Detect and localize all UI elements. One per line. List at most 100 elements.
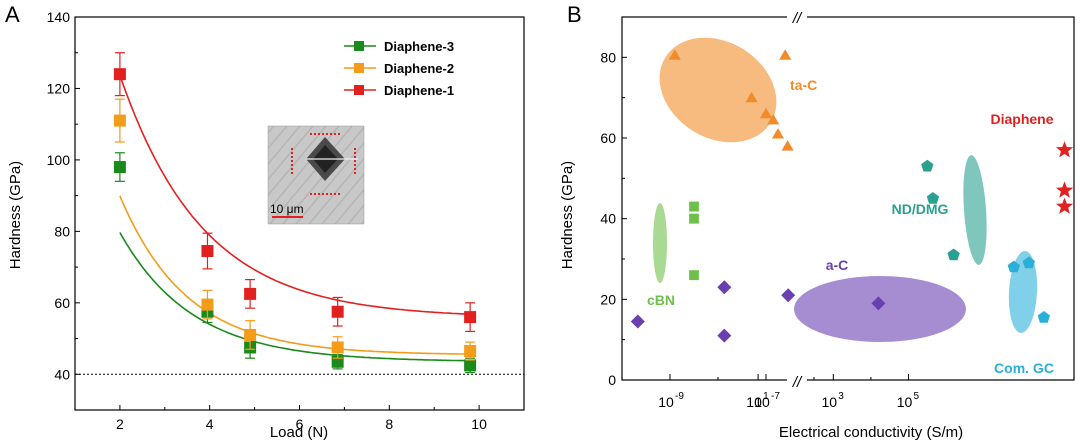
panel-a-fit-curves <box>119 74 471 362</box>
x-tick-label: 4 <box>206 416 214 432</box>
label-diaphene: Diaphene <box>990 111 1053 127</box>
label-cbn: cBN <box>647 292 675 308</box>
label-nd-dmg: ND/DMG <box>892 201 949 217</box>
x-tick-label: 10 <box>746 394 762 410</box>
y-tick-label: 0 <box>608 372 616 388</box>
data-point-diaphene-1 <box>113 68 126 81</box>
data-point-a-c <box>781 288 796 303</box>
label-ta-c: ta-C <box>790 77 817 93</box>
x-tick-label: 6 <box>296 416 304 432</box>
data-point-nd-dmg <box>947 248 960 261</box>
legend-label: Diaphene-1 <box>384 83 454 98</box>
legend-marker <box>354 85 364 95</box>
panel-b-x-axis-label: Electrical conductivity (S/m) <box>779 424 963 441</box>
panel-a-ticks: 2 4 6 8 10 40 60 80 100 120 140 <box>47 9 525 432</box>
x-tick-label: 8 <box>385 416 393 432</box>
data-point-ta-c <box>759 107 773 119</box>
data-point-diaphene-1 <box>464 311 477 324</box>
data-point-diaphene-2 <box>201 298 214 311</box>
axis-break-top: // <box>792 10 803 27</box>
data-point-diaphene-2 <box>464 345 477 358</box>
data-point-com-gc <box>1007 260 1020 273</box>
data-point-a-c <box>717 280 732 295</box>
region-nd-dmg <box>963 155 987 265</box>
y-tick-label: 60 <box>54 295 70 311</box>
data-point-nd-dmg <box>921 159 934 172</box>
data-point-diaphene-3 <box>113 161 126 174</box>
data-point-cbn <box>689 270 699 281</box>
data-point-diaphene-2 <box>331 341 344 354</box>
x-tick-label: 10 <box>754 394 770 410</box>
data-point-cbn <box>689 201 699 212</box>
panel-b-group-regions <box>653 37 1038 342</box>
axis-break-marks: // // <box>787 8 807 391</box>
label-a-c: a-C <box>826 257 849 273</box>
legend-label: Diaphene-3 <box>384 39 454 54</box>
label-com-gc: Com. GC <box>994 360 1054 376</box>
data-point-ta-c <box>668 49 681 60</box>
data-point-diaphene <box>1056 181 1074 198</box>
data-point-diaphene-1 <box>201 245 214 258</box>
x-tick-exponent: 3 <box>838 391 844 402</box>
panel-b-y-axis-label: Hardness (GPa) <box>559 161 576 269</box>
x-tick-label: 10 <box>658 394 674 410</box>
data-point-diaphene <box>1056 197 1074 214</box>
data-point-nd-dmg <box>926 192 940 204</box>
data-point-com-gc <box>1037 311 1050 323</box>
panel-b-plot-frame <box>621 16 1075 381</box>
x-tick-exponent: -9 <box>675 391 684 402</box>
y-tick-label: 60 <box>600 130 616 146</box>
legend-marker <box>354 41 364 51</box>
data-point-a-c <box>630 314 645 329</box>
data-point-diaphene-3 <box>464 359 477 372</box>
axis-break-bottom: // <box>792 374 803 391</box>
fit-curve-diaphene-2 <box>119 195 471 355</box>
panel-a-data-points <box>113 52 477 374</box>
data-point-a-c <box>871 296 886 311</box>
legend-label: Diaphene-2 <box>384 61 454 76</box>
panel-a-chart: A Hardness (GPa) Load (N) 2 4 6 8 10 40 60 80 10… <box>5 2 525 441</box>
data-point-com-gc <box>1022 256 1035 269</box>
panel-a-letter: A <box>5 2 20 27</box>
x-tick-label: 10 <box>822 394 838 410</box>
y-tick-label: 40 <box>600 211 616 227</box>
fit-curve-diaphene-1 <box>119 74 471 315</box>
y-tick-label: 40 <box>54 366 70 382</box>
data-point-ta-c <box>745 91 758 103</box>
y-tick-label: 80 <box>54 223 70 239</box>
panel-b-letter: B <box>567 2 582 27</box>
panel-a-y-axis-label: Hardness (GPa) <box>7 161 24 269</box>
panel-b-group-labels: ta-C cBN a-C ND/DMG Com. GC Diaphene <box>647 77 1054 376</box>
data-point-diaphene-1 <box>244 287 257 300</box>
data-point-diaphene-1 <box>331 305 344 318</box>
x-tick-exponent: 1 <box>763 391 769 402</box>
panel-b-chart: B Hardness (GPa) Electrical conductivity… <box>559 2 1075 441</box>
panel-b-data-points <box>630 49 1074 343</box>
data-point-ta-c <box>767 113 780 125</box>
x-tick-label: 2 <box>116 416 124 432</box>
y-tick-label: 100 <box>47 152 71 168</box>
region-ta-c <box>659 37 777 143</box>
y-tick-label: 120 <box>47 80 71 96</box>
data-point-cbn <box>689 213 699 224</box>
legend-marker <box>354 63 364 73</box>
x-tick-label: 10 <box>471 416 487 432</box>
sem-inset-image: 10 μm <box>267 125 365 225</box>
x-tick-label: 10 <box>897 394 913 410</box>
x-tick-exponent: 5 <box>914 391 920 402</box>
region-cbn <box>653 203 667 283</box>
fit-curve-diaphene-3 <box>119 232 471 362</box>
data-point-diaphene-2 <box>244 328 257 341</box>
panel-a-x-axis-label: Load (N) <box>270 424 328 441</box>
data-point-a-c <box>717 328 732 343</box>
x-tick-exponent: -7 <box>771 391 780 402</box>
inset-scale-label: 10 μm <box>270 202 304 216</box>
data-point-ta-c <box>771 128 785 139</box>
y-tick-label: 80 <box>600 49 616 65</box>
y-tick-label: 20 <box>600 291 616 307</box>
y-tick-label: 140 <box>47 9 71 25</box>
panel-a-legend: Diaphene-3 Diaphene-2 Diaphene-1 <box>344 39 454 98</box>
data-point-ta-c <box>781 140 794 151</box>
